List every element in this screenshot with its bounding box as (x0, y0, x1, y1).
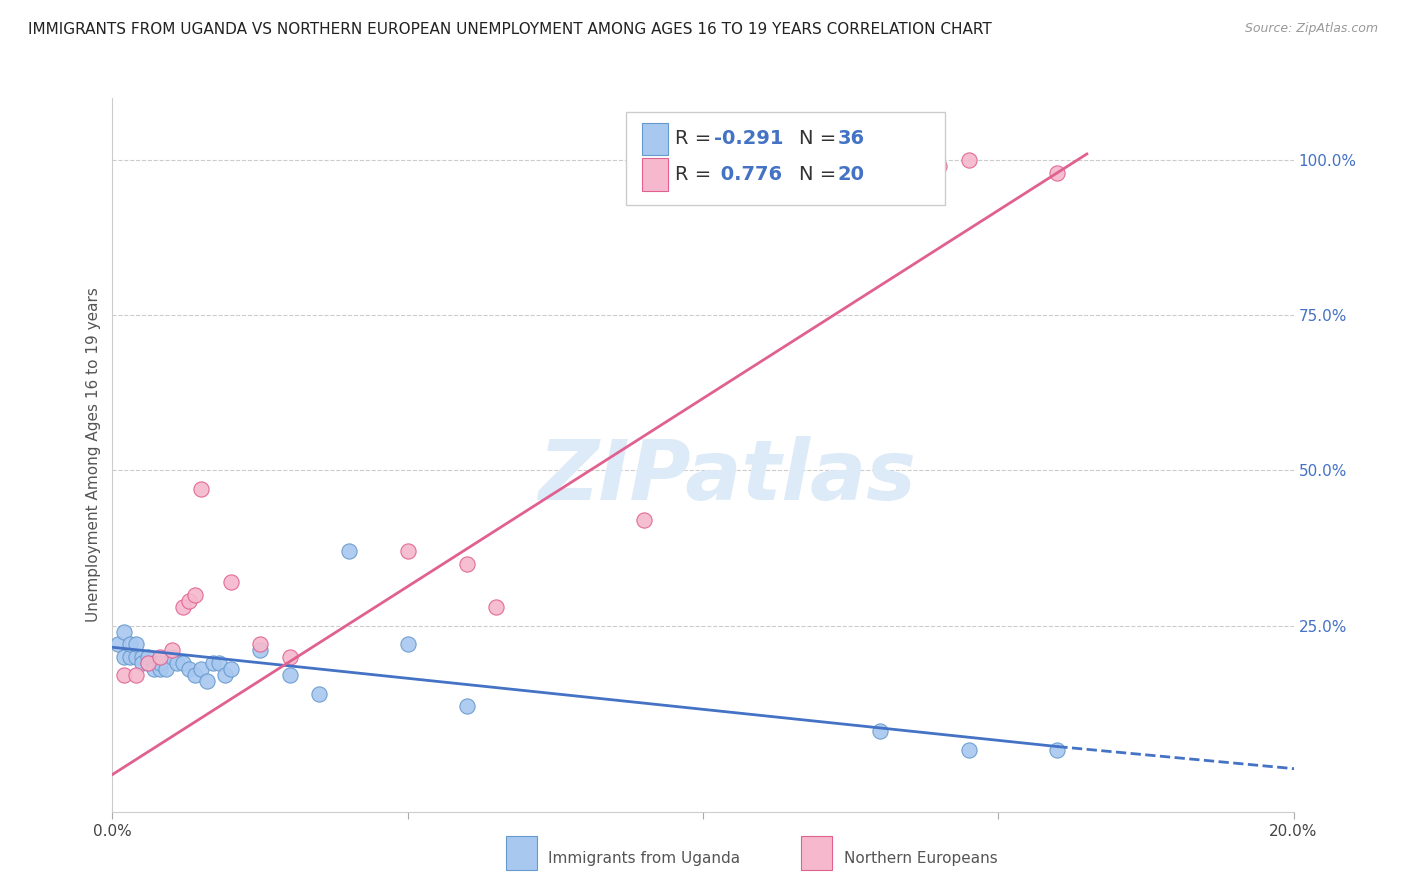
FancyBboxPatch shape (626, 112, 945, 205)
Point (869, 165, 891, 179)
Point (149, 662, 172, 676)
Point (179, 593, 201, 607)
Point (308, 687, 330, 701)
Point (120, 649, 142, 664)
Point (249, 643, 271, 657)
Point (136, 656, 159, 670)
Point (112, 624, 135, 639)
Point (957, 742, 980, 756)
Point (172, 599, 194, 614)
Point (142, 662, 165, 676)
Point (190, 482, 212, 496)
Text: Source: ZipAtlas.com: Source: ZipAtlas.com (1244, 22, 1378, 36)
Point (125, 637, 148, 651)
Point (160, 649, 183, 664)
Point (120, 637, 142, 651)
Point (219, 575, 242, 590)
Point (190, 662, 212, 676)
Point (485, 599, 508, 614)
Point (166, 656, 188, 670)
Point (1046, 742, 1069, 756)
Point (184, 588, 207, 602)
Point (278, 649, 301, 664)
Text: Northern Europeans: Northern Europeans (844, 851, 997, 865)
Point (249, 637, 271, 651)
Text: 36: 36 (838, 129, 865, 148)
Point (337, 544, 360, 558)
Point (160, 643, 183, 657)
Point (869, 724, 891, 739)
Text: 0.776: 0.776 (714, 165, 782, 184)
Point (125, 649, 148, 664)
Point (136, 649, 159, 664)
Point (149, 656, 172, 670)
Point (155, 662, 177, 676)
Point (112, 668, 135, 682)
Point (149, 649, 172, 664)
Point (396, 544, 419, 558)
Point (928, 160, 950, 174)
Text: ZIPatlas: ZIPatlas (537, 436, 915, 516)
Y-axis label: Unemployment Among Ages 16 to 19 years: Unemployment Among Ages 16 to 19 years (86, 287, 101, 623)
Point (107, 637, 129, 651)
Text: IMMIGRANTS FROM UGANDA VS NORTHERN EUROPEAN UNEMPLOYMENT AMONG AGES 16 TO 19 YEA: IMMIGRANTS FROM UGANDA VS NORTHERN EUROP… (28, 22, 991, 37)
Point (179, 662, 201, 676)
Point (172, 656, 194, 670)
Text: N =: N = (799, 165, 842, 184)
Point (214, 668, 236, 682)
Point (201, 656, 224, 670)
Bar (641, 159, 668, 191)
Point (456, 699, 478, 714)
Point (142, 656, 165, 670)
Point (184, 668, 207, 682)
Point (633, 513, 655, 527)
Point (219, 662, 242, 676)
Point (1046, 165, 1069, 179)
Text: R =: R = (675, 165, 717, 184)
Point (957, 153, 980, 168)
Point (131, 649, 153, 664)
Point (125, 668, 148, 682)
Bar (641, 123, 668, 155)
Point (112, 649, 135, 664)
Point (131, 656, 153, 670)
Text: N =: N = (799, 129, 842, 148)
Point (278, 668, 301, 682)
Point (456, 557, 478, 571)
Text: Immigrants from Uganda: Immigrants from Uganda (548, 851, 741, 865)
Text: 20: 20 (838, 165, 865, 184)
Point (195, 674, 218, 689)
Text: R =: R = (675, 129, 717, 148)
Point (396, 637, 419, 651)
Point (136, 656, 159, 670)
Text: -0.291: -0.291 (714, 129, 783, 148)
Point (208, 656, 231, 670)
